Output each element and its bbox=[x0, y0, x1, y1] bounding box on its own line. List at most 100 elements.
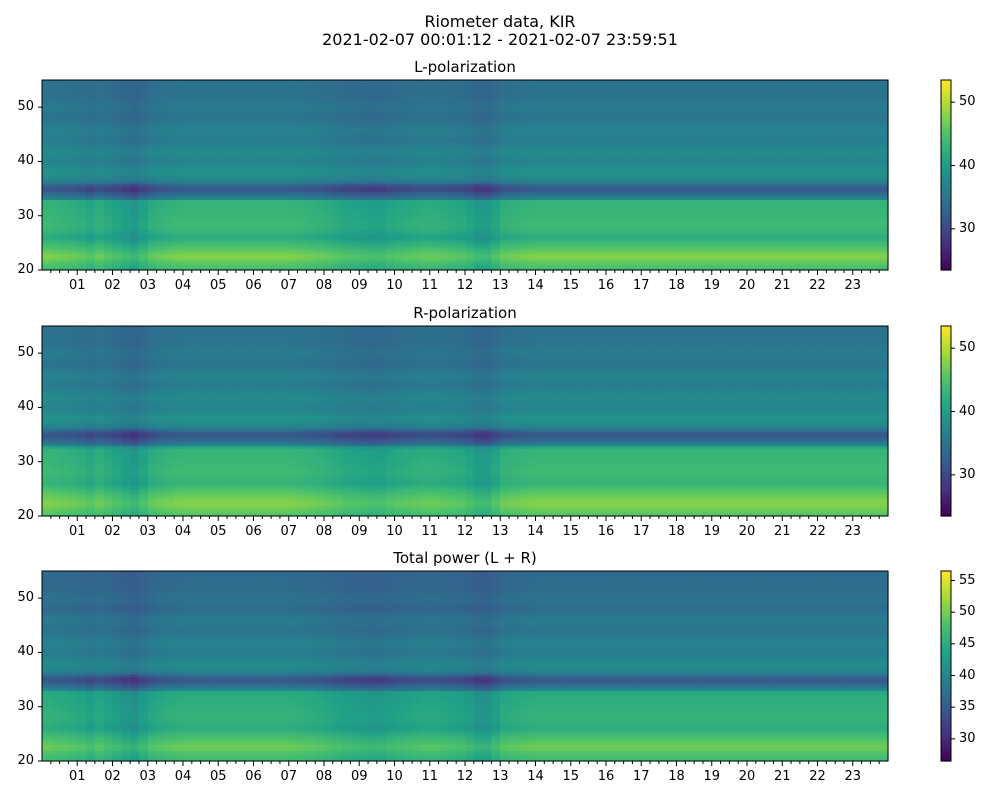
heatmap-cell bbox=[614, 264, 625, 268]
heatmap-cell bbox=[438, 196, 448, 201]
heatmap-cell bbox=[368, 223, 378, 228]
heatmap-cell bbox=[606, 221, 616, 225]
heatmap-cell bbox=[332, 156, 343, 160]
heatmap-cell bbox=[623, 82, 634, 87]
heatmap-cell bbox=[244, 183, 255, 187]
heatmap-cell bbox=[130, 147, 140, 152]
heatmap-cell bbox=[200, 88, 211, 92]
heatmap-cell bbox=[614, 128, 625, 133]
heatmap-cell bbox=[103, 240, 114, 244]
heatmap-cell bbox=[121, 259, 131, 263]
heatmap-cell bbox=[544, 248, 554, 252]
heatmap-cell bbox=[350, 112, 360, 116]
heatmap-cell bbox=[491, 242, 501, 247]
heatmap-cell bbox=[570, 210, 581, 214]
heatmap-cell bbox=[412, 112, 422, 116]
heatmap-cell bbox=[420, 259, 431, 263]
heatmap-cell bbox=[473, 199, 484, 203]
heatmap-cell bbox=[253, 109, 263, 114]
heatmap-cell bbox=[315, 96, 325, 100]
heatmap-cell bbox=[438, 199, 448, 203]
heatmap-cell bbox=[227, 248, 237, 252]
heatmap-cell bbox=[597, 107, 607, 111]
heatmap-cell bbox=[623, 158, 634, 163]
heatmap-cell bbox=[561, 234, 572, 239]
heatmap-cell bbox=[42, 147, 52, 152]
heatmap-cell bbox=[235, 164, 246, 168]
heatmap-cell bbox=[244, 172, 255, 176]
heatmap-cell bbox=[526, 101, 537, 106]
heatmap-cell bbox=[500, 137, 510, 141]
heatmap-cell bbox=[553, 240, 563, 244]
heatmap-cell bbox=[650, 202, 660, 206]
heatmap-cell bbox=[597, 256, 607, 260]
heatmap-cell bbox=[271, 223, 281, 228]
heatmap-cell bbox=[465, 85, 475, 89]
heatmap-cell bbox=[77, 251, 87, 255]
heatmap-cell bbox=[473, 229, 484, 233]
heatmap-cell bbox=[465, 99, 475, 103]
heatmap-cell bbox=[641, 142, 651, 146]
heatmap-cell bbox=[50, 128, 61, 133]
heatmap-cell bbox=[403, 210, 413, 214]
heatmap-cell bbox=[385, 196, 396, 201]
heatmap-cell bbox=[420, 202, 431, 206]
heatmap-cell bbox=[174, 213, 184, 217]
heatmap-cell bbox=[465, 188, 475, 192]
heatmap-cell bbox=[579, 150, 589, 154]
heatmap-cell bbox=[138, 120, 149, 125]
heatmap-cell bbox=[341, 99, 352, 103]
heatmap-cell bbox=[517, 194, 528, 198]
heatmap-cell bbox=[253, 191, 263, 195]
heatmap-cell bbox=[165, 164, 175, 168]
heatmap-cell bbox=[262, 204, 272, 209]
heatmap-cell bbox=[332, 245, 343, 249]
heatmap-cell bbox=[376, 104, 387, 108]
heatmap-cell bbox=[544, 88, 554, 92]
heatmap-cell bbox=[385, 226, 396, 230]
heatmap-cell bbox=[315, 215, 325, 220]
heatmap-cell bbox=[332, 150, 343, 154]
heatmap-cell bbox=[570, 221, 581, 225]
heatmap-cell bbox=[297, 147, 307, 152]
heatmap-cell bbox=[359, 226, 369, 230]
heatmap-cell bbox=[482, 188, 493, 192]
heatmap-cell bbox=[244, 134, 255, 138]
heatmap-cell bbox=[650, 90, 660, 95]
heatmap-cell bbox=[623, 199, 634, 203]
heatmap-cell bbox=[68, 185, 78, 190]
heatmap-cell bbox=[262, 242, 272, 247]
heatmap-cell bbox=[667, 215, 678, 220]
heatmap-cell bbox=[535, 99, 545, 103]
heatmap-cell bbox=[315, 153, 325, 157]
heatmap-cell bbox=[394, 169, 404, 173]
heatmap-cell bbox=[130, 126, 140, 130]
heatmap-cell bbox=[147, 256, 158, 260]
heatmap-cell bbox=[227, 259, 237, 263]
heatmap-cell bbox=[438, 202, 448, 206]
heatmap-cell bbox=[112, 234, 122, 239]
heatmap-cell bbox=[103, 194, 114, 198]
heatmap-cell bbox=[553, 261, 563, 266]
heatmap-cell bbox=[235, 131, 246, 135]
heatmap-cell bbox=[376, 112, 387, 116]
heatmap-cell bbox=[174, 226, 184, 230]
heatmap-cell bbox=[588, 145, 598, 149]
heatmap-cell bbox=[447, 85, 457, 89]
heatmap-cell bbox=[262, 99, 272, 103]
heatmap-cell bbox=[191, 218, 202, 222]
heatmap-cell bbox=[500, 251, 510, 255]
heatmap-cell bbox=[103, 80, 114, 84]
heatmap-cell bbox=[500, 261, 510, 266]
heatmap-cell bbox=[579, 191, 589, 195]
heatmap-cell bbox=[271, 80, 281, 84]
heatmap-cell bbox=[288, 185, 299, 190]
heatmap-cell bbox=[597, 213, 607, 217]
heatmap-cell bbox=[438, 139, 448, 144]
heatmap-cell bbox=[597, 131, 607, 135]
heatmap-cell bbox=[368, 240, 378, 244]
heatmap-cell bbox=[368, 158, 378, 163]
heatmap-cell bbox=[438, 232, 448, 236]
heatmap-cell bbox=[209, 109, 219, 114]
heatmap-cell bbox=[77, 226, 87, 230]
